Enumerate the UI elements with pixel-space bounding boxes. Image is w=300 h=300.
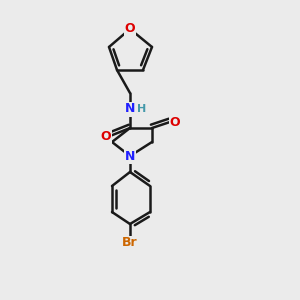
Text: N: N bbox=[125, 149, 135, 163]
Text: O: O bbox=[125, 22, 135, 35]
Text: O: O bbox=[101, 130, 111, 142]
Text: O: O bbox=[170, 116, 180, 128]
Text: Br: Br bbox=[122, 236, 138, 250]
Text: N: N bbox=[125, 103, 135, 116]
Text: H: H bbox=[137, 104, 147, 114]
